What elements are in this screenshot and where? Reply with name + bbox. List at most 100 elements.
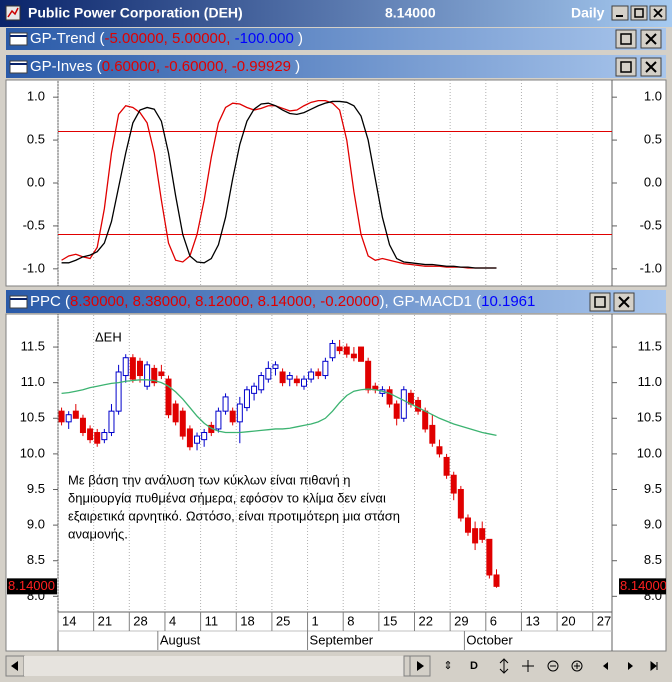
note-line: δημιουργία πυθμένα σήμερα, εφόσον το κλί… [68,490,386,505]
zoom-glyph [574,663,580,669]
toolbar-icon[interactable] [522,660,534,672]
candle-body [443,456,450,476]
y-tick-label: 10.5 [20,410,45,425]
panel-close-glyph [645,61,657,73]
panel-header-segment: GP-Inves ( [30,58,102,75]
candle-body [415,399,422,412]
panel-maximize-button[interactable] [615,57,637,77]
y-tick-label: 0.0 [644,174,662,189]
candle-body [279,371,286,384]
scroll-track[interactable] [24,656,404,676]
panel-maximize-button[interactable] [615,29,637,49]
candle-body [136,360,143,377]
y-tick-label: 10.5 [637,410,662,425]
minimize-button[interactable] [611,5,629,21]
candle-body [79,417,86,434]
x-tick-label: 25 [276,613,290,628]
toolbar-icon[interactable] [499,658,509,674]
candle-body [450,474,457,494]
y-tick-label: 9.5 [27,481,45,496]
y-tick-label: -0.5 [640,217,662,232]
x-tick-label: 22 [418,613,432,628]
candle-body [179,410,186,437]
candle-body [215,410,222,430]
panel-header-segment: 10.1961 [481,293,535,310]
candle-body [165,378,172,416]
panel-maximize-glyph [620,33,632,45]
y-tick-label: 11.0 [638,374,662,389]
panel-header-text: GP-Trend (-5.00000, 5.00000, -100.000 ) [30,30,303,47]
candle-body [87,428,94,441]
candle-body [472,528,479,544]
candle-body [201,432,208,441]
candle-body [265,367,272,380]
panel-header [6,55,666,78]
oscillator-pane [5,79,667,287]
candle-body [101,432,108,441]
y-tick-label: 10.0 [20,445,45,460]
candle-body [258,375,265,391]
panel-header-text: GP-Inves (0.60000, -0.60000, -0.99929 ) [30,58,300,75]
prev-icon[interactable] [603,662,608,670]
panel-icon [9,60,28,74]
panel-maximize-button[interactable] [589,292,611,312]
candle-body [222,396,229,412]
zoom-out-icon[interactable] [547,660,559,672]
month-label: September [310,632,374,647]
panel-header-segment: ) [291,58,300,75]
panel-header-segment: -100.000 [235,30,294,47]
x-tick-label: 29 [454,613,468,628]
window-period: Daily [571,5,605,21]
candle-body [479,528,486,540]
x-tick-label: 11 [205,613,219,628]
panel-header-text: PPC (8.30000, 8.38000, 8.12000, 8.14000,… [30,293,535,310]
toolbar-label[interactable]: D [470,660,478,672]
arrow-glyph [11,661,18,671]
panel-header-segment: -5.00000, 5.00000, [104,30,234,47]
y-tick-label: 10.0 [637,445,662,460]
zoom-in-icon[interactable] [571,660,583,672]
panel-close-glyph [645,33,657,45]
y-tick-label: 1.0 [27,89,45,104]
panel-icon-frame [9,32,28,46]
candle-body [172,403,179,423]
panel-close-glyph [618,296,630,308]
candle-body [486,538,493,576]
panel-header-segment: 0.60000, -0.60000, -0.99929 [102,58,291,75]
y-tick-label: 11.5 [21,338,45,353]
y-tick-label: -1.0 [23,260,45,275]
last-value-label: 8.14000 [620,578,667,593]
maximize-button[interactable] [630,5,648,21]
y-tick-label: 11.0 [21,374,45,389]
month-label: October [466,632,513,647]
y-tick-label: 9.0 [644,517,662,532]
y-tick-label: 9.5 [644,481,662,496]
panel-icon [9,32,28,46]
candle-body [293,378,300,384]
window-price: 8.14000 [385,5,436,21]
candle-body [308,371,315,380]
x-tick-label: 13 [525,613,539,628]
candle-body [343,346,350,355]
candle-body [115,371,122,412]
candle-body [158,371,165,377]
candle-body [493,574,500,587]
panel-header-bars [6,28,666,313]
candle-body [365,360,372,391]
candle-body [300,378,307,387]
panel-maximize-glyph [620,61,632,73]
annotation: ΔΕΗ [95,329,122,344]
panel-maximize-glyph [594,296,606,308]
y-tick-label: 0.0 [27,174,45,189]
next-icon[interactable] [628,662,633,670]
end-icon[interactable] [650,660,658,672]
app-icon-glyph [7,7,19,18]
last-value-tag [619,578,666,595]
candle-body [94,432,101,444]
x-tick-label: 28 [133,613,147,628]
candle-body [407,392,414,405]
toolbar-icon[interactable]: ⇕ [443,660,452,672]
candle-body [122,357,129,377]
candle-body [336,346,343,352]
